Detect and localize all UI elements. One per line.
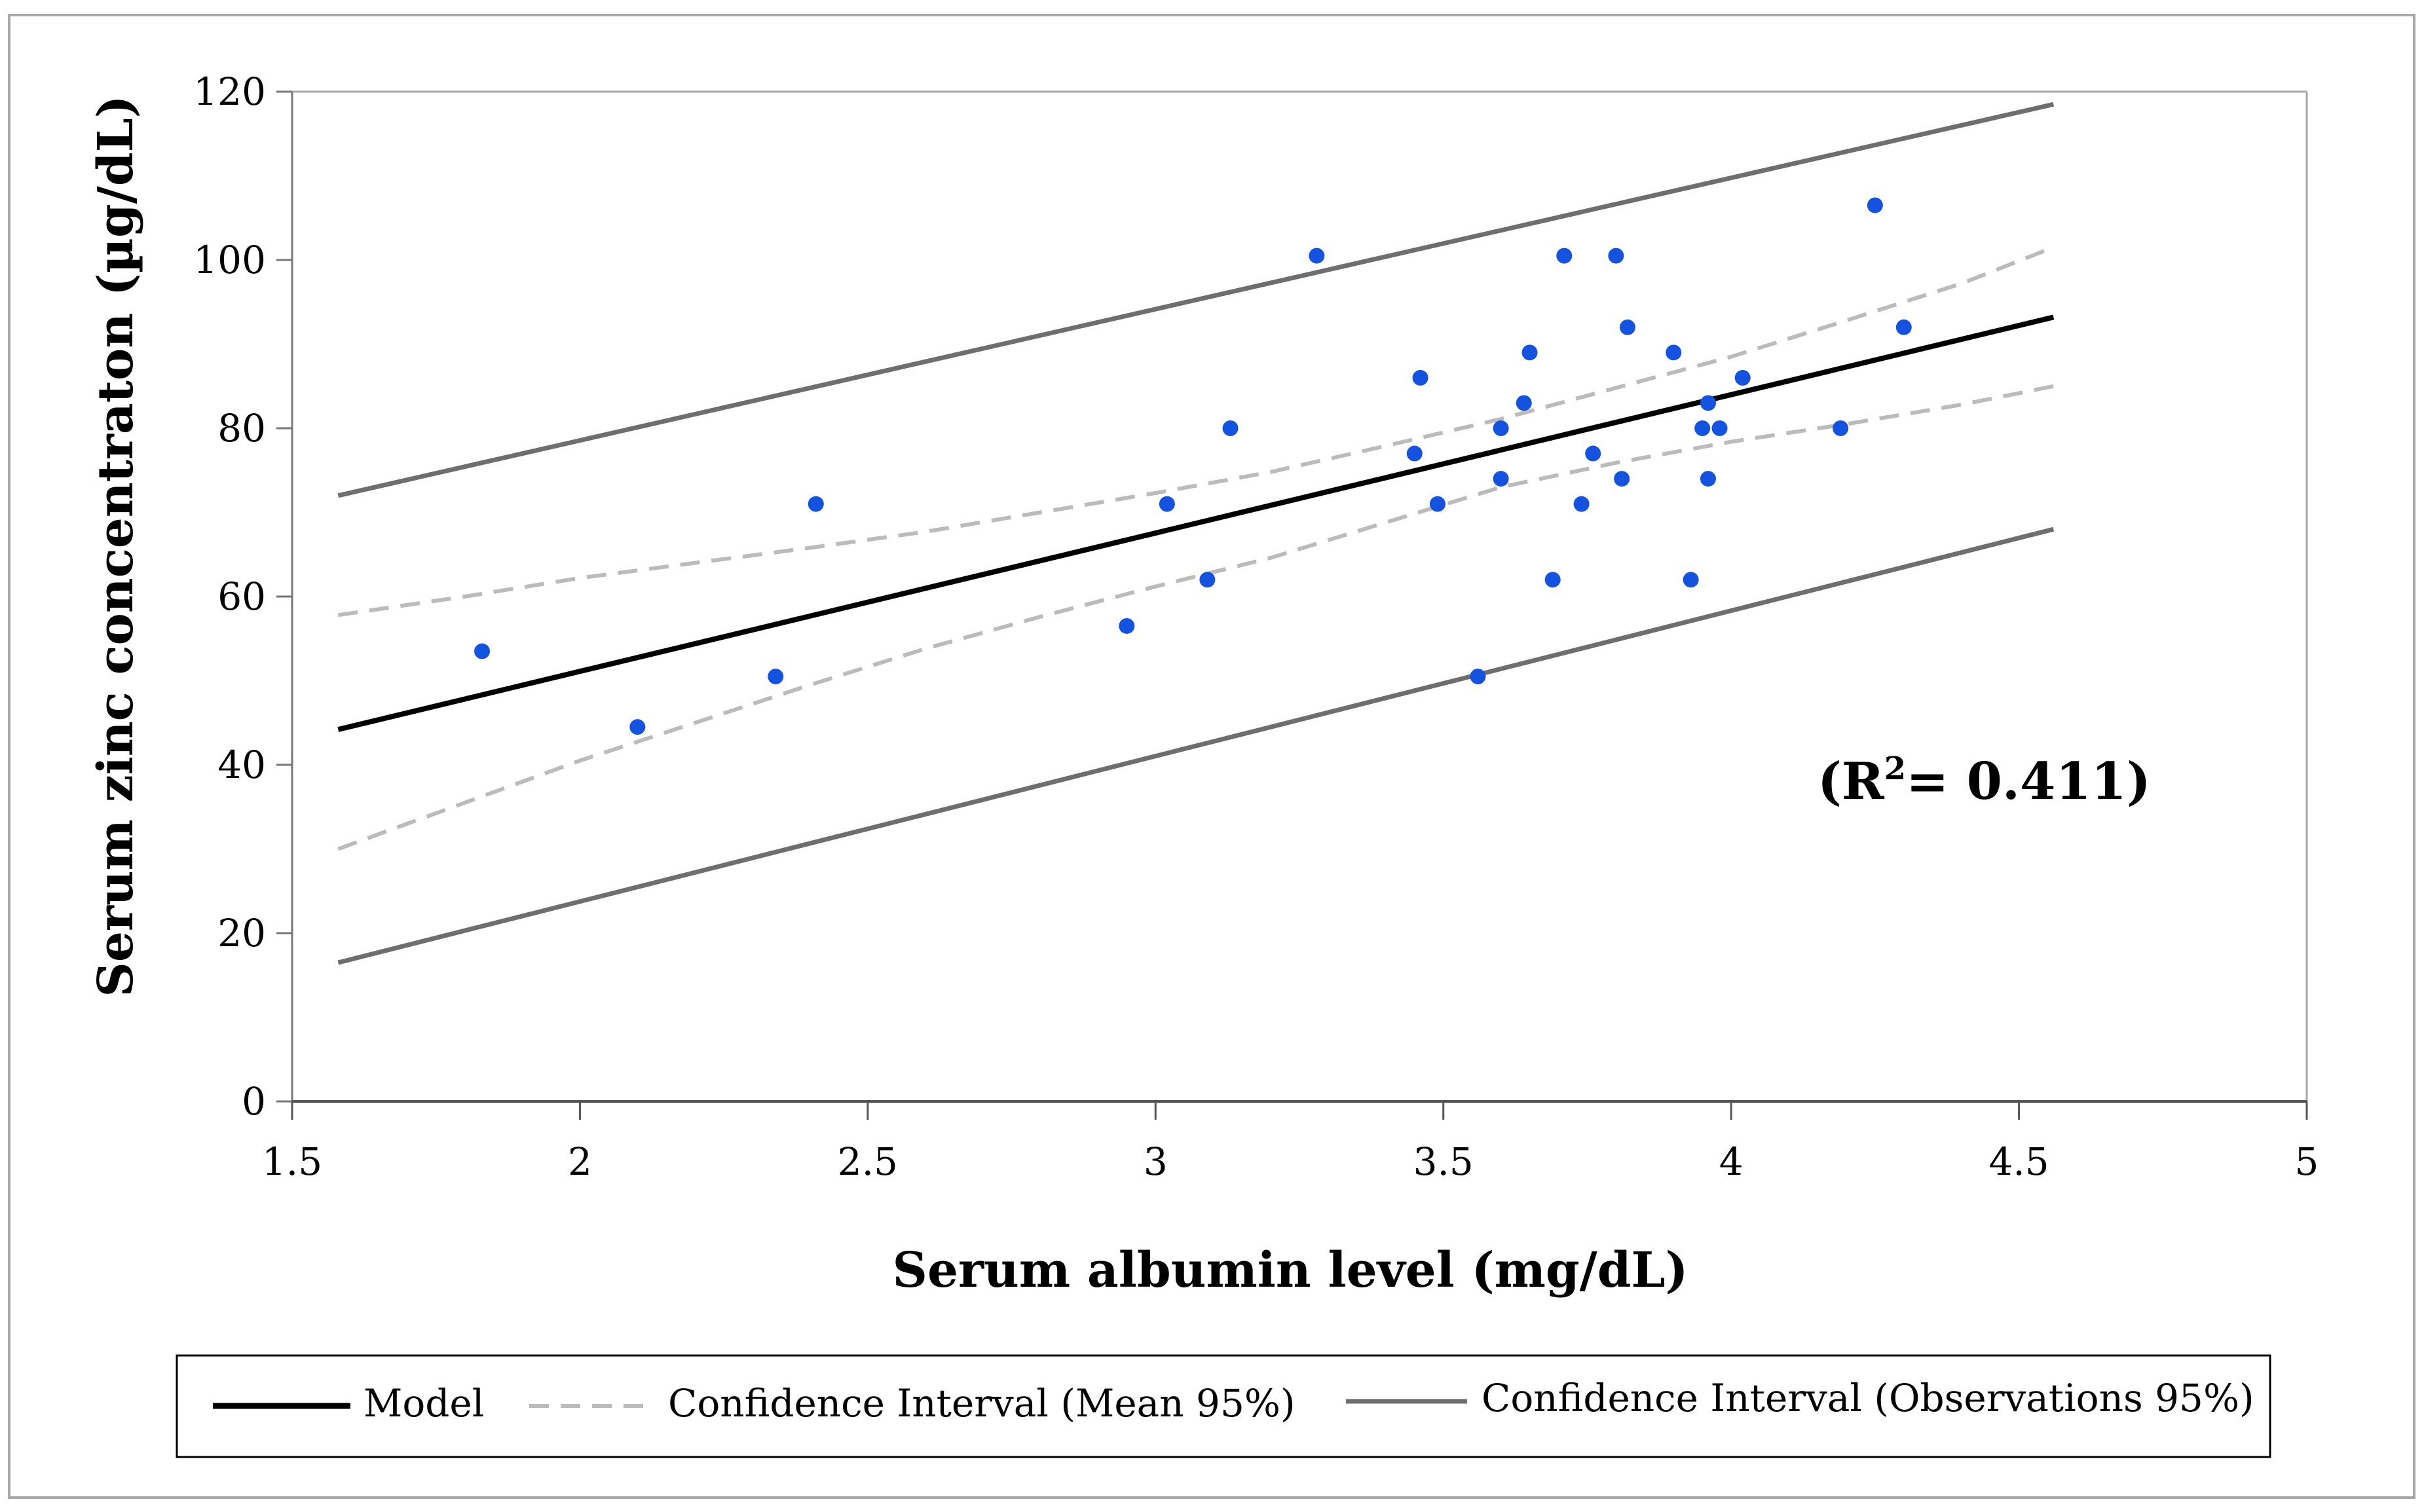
- x-tick-label: 4.5: [1988, 1139, 2049, 1184]
- data-point: [1556, 248, 1573, 264]
- x-tick-label: 2: [568, 1139, 592, 1184]
- data-point: [1406, 445, 1423, 462]
- data-points: [474, 197, 1912, 735]
- r-squared-superscript: 2: [1884, 750, 1906, 787]
- data-point: [474, 643, 491, 659]
- r-squared-annotation: (R2= 0.411): [1818, 750, 2151, 811]
- y-tick-label: 20: [217, 911, 266, 955]
- x-tick-label: 2.5: [838, 1139, 898, 1184]
- data-point: [1867, 197, 1883, 213]
- series-line-5: [337, 526, 2055, 965]
- series-line-1: [337, 314, 2055, 732]
- x-tick-label: 4: [1719, 1139, 1743, 1184]
- r-squared-prefix: (R: [1818, 752, 1885, 811]
- data-point: [629, 719, 646, 735]
- x-axis: 1.5 2 2.5 3 3.5 4 4.5 5: [262, 1100, 2319, 1184]
- legend-label-model: Model: [364, 1381, 484, 1426]
- y-tick-label: 80: [217, 406, 266, 451]
- y-tick-label: 100: [193, 238, 266, 282]
- x-tick-label: 5: [2295, 1139, 2319, 1184]
- series-line-4: [337, 101, 2055, 498]
- data-point: [1493, 471, 1509, 487]
- legend: Model Confidence Interval (Mean 95%) Con…: [176, 1354, 2271, 1458]
- y-tick-label: 40: [217, 743, 266, 787]
- data-point: [808, 496, 824, 512]
- data-point: [1700, 395, 1716, 411]
- y-tick-label: 60: [217, 574, 266, 619]
- data-point: [1199, 572, 1216, 588]
- data-point: [1429, 496, 1445, 512]
- data-point: [1412, 369, 1428, 386]
- x-axis-title: Serum albumin level (mg/dL): [893, 1242, 1688, 1299]
- series-line-3: [337, 384, 2054, 851]
- y-axis-title: Serum zinc concentraton (µg/dL): [88, 95, 144, 997]
- data-point: [1683, 572, 1699, 588]
- data-point: [1614, 471, 1630, 487]
- data-point: [1159, 496, 1175, 512]
- data-point: [768, 669, 784, 685]
- data-point: [1119, 618, 1135, 634]
- data-point: [1222, 420, 1239, 436]
- y-axis: 0 20 40 60 80 100 120: [193, 69, 292, 1124]
- data-point: [1895, 319, 1912, 335]
- legend-label-mean-ci: Confidence Interval (Mean 95%): [668, 1381, 1296, 1426]
- y-tick-label: 0: [242, 1079, 266, 1124]
- data-point: [1544, 572, 1561, 588]
- x-tick-label: 3.5: [1413, 1139, 1474, 1184]
- data-point: [1573, 496, 1590, 512]
- data-point: [1608, 248, 1624, 264]
- data-point: [1666, 344, 1682, 361]
- series-line-2: [337, 245, 2055, 618]
- y-tick-label: 120: [193, 69, 266, 114]
- data-point: [1700, 471, 1716, 487]
- data-point: [1493, 420, 1509, 436]
- data-point: [1585, 445, 1601, 462]
- series-layer: [337, 101, 2055, 965]
- r-squared-value: = 0.411): [1906, 752, 2151, 811]
- data-point: [1711, 420, 1728, 436]
- legend-box: [176, 1354, 2271, 1458]
- data-point: [1309, 248, 1325, 264]
- data-point: [1694, 420, 1711, 436]
- data-point: [1734, 369, 1751, 386]
- x-tick-label: 1.5: [262, 1139, 322, 1184]
- x-tick-label: 3: [1144, 1139, 1168, 1184]
- data-point: [1470, 669, 1486, 685]
- legend-label-observations-ci: Confidence Interval (Observations 95%): [1482, 1376, 2254, 1420]
- data-point: [1833, 420, 1849, 436]
- data-point: [1619, 319, 1635, 335]
- data-point: [1516, 395, 1532, 411]
- data-point: [1521, 344, 1538, 361]
